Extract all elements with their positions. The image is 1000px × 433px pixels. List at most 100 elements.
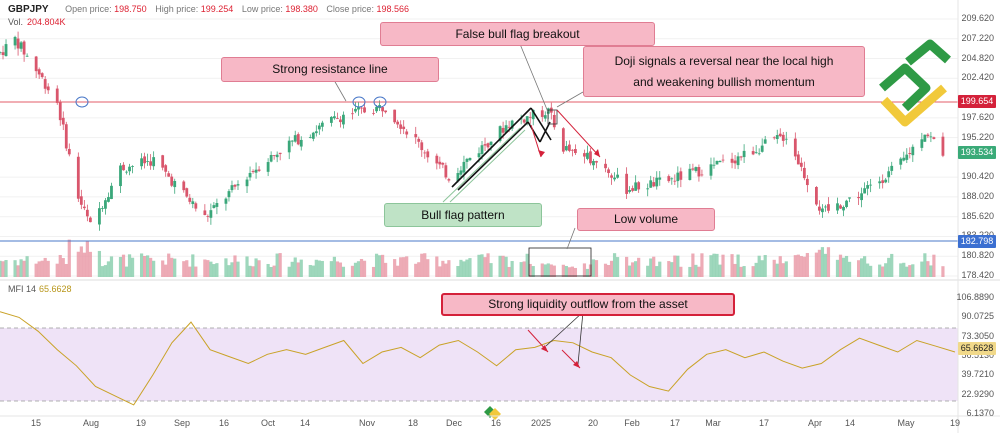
volume-bar	[887, 257, 891, 277]
low-label: Low price:	[241, 4, 283, 14]
volume-bar	[646, 265, 650, 277]
candle-body	[104, 200, 107, 209]
volume-bar	[146, 255, 150, 277]
volume-bar	[890, 253, 894, 277]
volume-bar	[58, 254, 62, 277]
candle-body	[233, 184, 237, 187]
volume-bar	[881, 266, 885, 277]
candle-body	[592, 160, 595, 166]
volume-bar	[341, 266, 346, 277]
vol-value: 204.804K	[27, 17, 66, 27]
volume-bar	[402, 257, 406, 277]
time-tick-label: 18	[407, 418, 419, 428]
volume-bar	[483, 257, 487, 277]
candle-body	[393, 109, 397, 123]
volume-bar	[444, 263, 448, 277]
candle-body	[182, 181, 186, 191]
volume-bar	[130, 257, 135, 277]
candle-body	[128, 166, 131, 172]
candle-body	[79, 196, 83, 205]
volume-bar	[588, 264, 593, 277]
volume-bar	[676, 255, 680, 277]
volume-bar	[293, 257, 297, 277]
volume-bar	[847, 261, 852, 277]
candle-body	[420, 142, 424, 151]
mfi-pane	[0, 279, 1000, 406]
mfi-tick-label: 39.7210	[961, 369, 994, 380]
volume-bar	[338, 262, 343, 277]
time-tick-label: 17	[669, 418, 681, 428]
candle-body	[763, 139, 767, 144]
volume-bar	[652, 256, 656, 277]
candle-body	[522, 119, 526, 123]
volume-bar	[257, 260, 261, 277]
volume-bar	[380, 254, 385, 277]
price-tick-label: 180.820	[961, 250, 994, 261]
volume-bar	[320, 260, 324, 277]
volume-bar	[224, 258, 228, 277]
volume-bar	[754, 262, 758, 277]
candle-body	[131, 166, 134, 167]
volume-bar	[775, 263, 779, 277]
volume-bar	[254, 258, 258, 277]
red-arrow	[556, 109, 601, 158]
logo-stroke	[880, 84, 947, 127]
candle-body	[363, 107, 366, 113]
volume-bar	[793, 255, 797, 277]
candle-body	[82, 206, 86, 209]
mfi-tick-label: 73.3050	[961, 330, 994, 341]
volume-bar	[739, 266, 743, 277]
volume-bar	[299, 259, 303, 277]
candle-body	[203, 210, 207, 216]
candle-body	[317, 125, 321, 130]
volume-bar	[64, 263, 68, 277]
volume-bar	[697, 266, 701, 277]
volume-bar	[670, 262, 674, 277]
symbol[interactable]: GBPJPY	[8, 4, 49, 15]
volume-bar	[531, 266, 535, 277]
volume-bar	[374, 253, 379, 277]
candle-body	[215, 203, 219, 207]
annotation-doji-line2: and weakening bullish momentum	[633, 74, 815, 89]
time-tick-label: Sep	[173, 418, 191, 428]
candle-body	[206, 216, 210, 217]
candle-body	[781, 134, 785, 141]
volume-bar	[13, 260, 17, 277]
candle-body	[736, 156, 740, 166]
candle-body	[308, 137, 312, 138]
volume-bar	[763, 255, 767, 277]
volume-bar	[691, 253, 695, 277]
resistance-price-badge: 199.654	[958, 95, 996, 108]
volume-bar	[561, 264, 565, 277]
candle-body	[607, 169, 610, 174]
volume-bar	[863, 256, 867, 277]
close-label: Close price:	[326, 4, 374, 14]
candle-body	[679, 171, 683, 180]
volume-bar	[371, 266, 376, 277]
candle-body	[462, 161, 466, 173]
volume-bar	[932, 254, 936, 277]
candle-body	[269, 154, 273, 162]
candle-body	[320, 122, 324, 127]
candle-body	[860, 193, 863, 201]
mfi-tick-label: 56.5130	[961, 350, 994, 360]
volume-bar	[911, 264, 915, 277]
volume-bar	[923, 253, 927, 277]
volume-bar	[486, 253, 490, 277]
candle-body	[848, 197, 851, 199]
candle-body	[1, 52, 5, 55]
volume-bar	[82, 252, 86, 277]
volume-bar	[103, 265, 108, 277]
volume-bar	[859, 258, 864, 277]
candle-body	[414, 134, 418, 138]
volume-bar	[615, 257, 620, 277]
candle-body	[55, 88, 59, 103]
candle-body	[456, 173, 460, 182]
candle-body	[58, 101, 62, 121]
volume-bar	[350, 265, 355, 277]
candle-body	[293, 135, 297, 142]
candle-body	[354, 108, 357, 112]
candle-body	[296, 134, 300, 145]
volume-bar	[712, 253, 716, 277]
open-label: Open price:	[65, 4, 112, 14]
